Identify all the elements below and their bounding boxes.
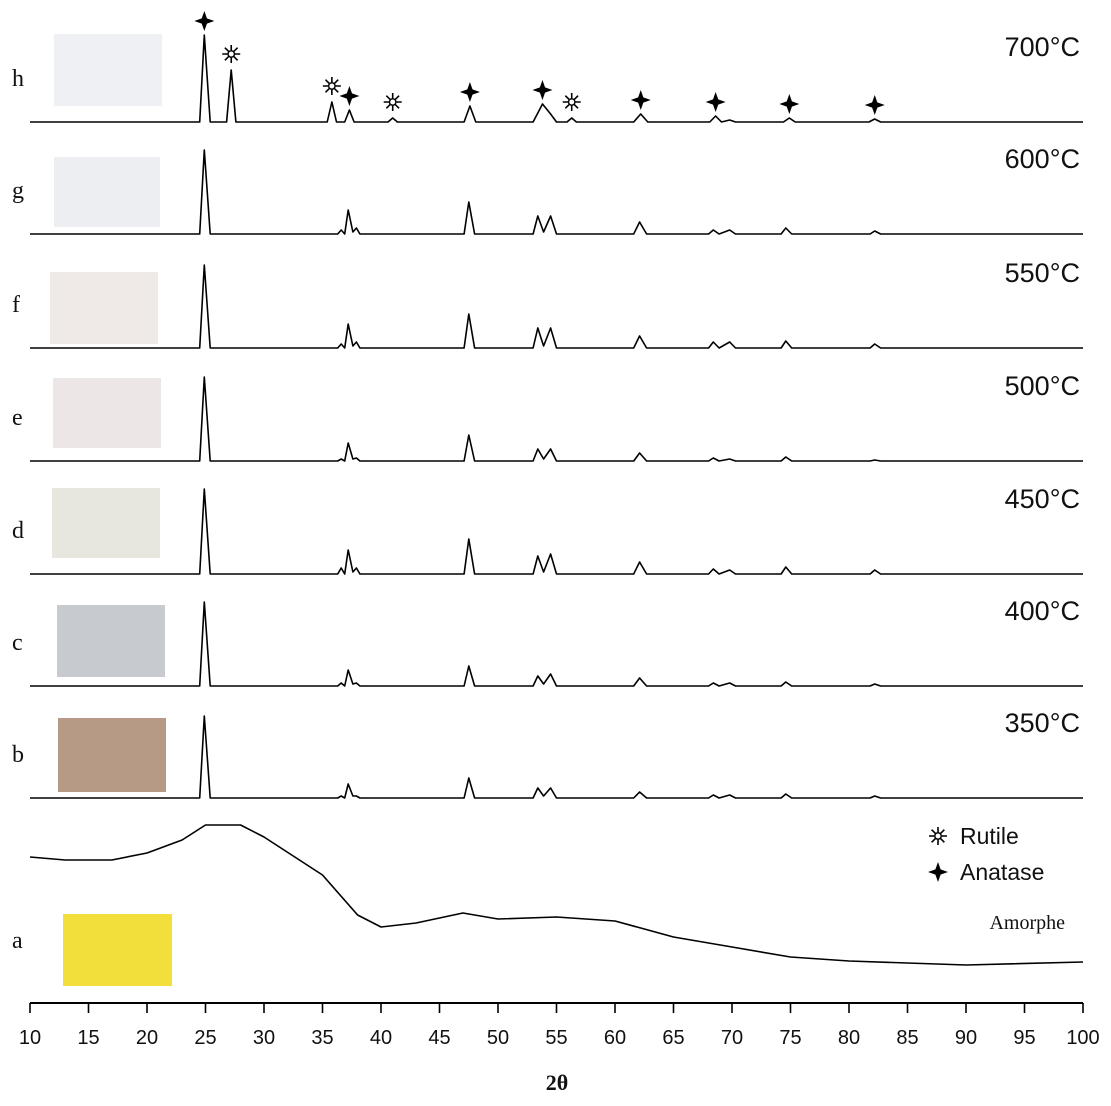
sample-photo	[57, 605, 165, 677]
x-tick-label: 85	[896, 1027, 918, 1049]
temperature-label: 400°C	[1005, 596, 1080, 626]
marker-core	[567, 98, 576, 106]
x-tick-label: 75	[779, 1027, 801, 1049]
anatase-marker	[928, 862, 948, 882]
anatase-marker	[630, 90, 651, 110]
x-tick-label: 95	[1013, 1027, 1035, 1049]
xrd-trace	[30, 264, 1083, 349]
x-tick-label: 100	[1066, 1027, 1099, 1049]
marker-core	[388, 98, 397, 106]
marker-core	[227, 50, 236, 58]
xrd-trace	[29, 824, 1084, 966]
marker-core	[327, 82, 336, 90]
sample-letter: c	[12, 630, 23, 656]
rutile-marker	[322, 77, 341, 95]
x-tick-label: 60	[604, 1027, 626, 1049]
marker-core	[934, 832, 942, 840]
xrd-trace	[30, 715, 1083, 799]
x-tick-label: 30	[253, 1027, 275, 1049]
x-tick-label: 55	[545, 1027, 567, 1049]
anatase-marker	[779, 94, 800, 114]
anatase-marker	[864, 95, 885, 115]
rutile-marker	[929, 827, 947, 845]
xrd-trace	[30, 149, 1083, 235]
anatase-marker	[532, 80, 553, 100]
temperature-label: 450°C	[1005, 484, 1080, 514]
sample-letter: f	[12, 292, 20, 318]
sample-photo	[63, 914, 172, 986]
x-tick-label: 25	[194, 1027, 216, 1049]
x-tick-label: 80	[838, 1027, 860, 1049]
temperature-label: 600°C	[1005, 144, 1080, 174]
x-tick-label: 40	[370, 1027, 392, 1049]
sample-letter: b	[12, 742, 24, 768]
rutile-marker	[383, 93, 402, 111]
x-tick-label: 65	[662, 1027, 684, 1049]
x-tick-label: 45	[428, 1027, 450, 1049]
anatase-marker	[339, 86, 360, 106]
sample-photo	[53, 378, 161, 448]
temperature-label: 350°C	[1005, 708, 1080, 738]
x-tick-label: 90	[955, 1027, 977, 1049]
temperature-label: 500°C	[1005, 371, 1080, 401]
sample-letter: d	[12, 518, 24, 544]
temperature-label: 700°C	[1005, 32, 1080, 62]
x-tick-label: 10	[19, 1027, 41, 1049]
x-tick-label: 20	[136, 1027, 158, 1049]
sample-photo	[54, 34, 162, 106]
xrd-trace	[30, 488, 1083, 575]
sample-photos	[50, 34, 172, 986]
sample-letter: h	[12, 66, 24, 92]
anatase-marker	[194, 11, 215, 31]
legend-label: Anatase	[960, 859, 1044, 885]
sample-photo	[58, 718, 166, 792]
sample-letter: g	[12, 178, 24, 204]
x-tick-label: 50	[487, 1027, 509, 1049]
sample-letter: a	[12, 928, 23, 954]
anatase-marker	[459, 82, 480, 102]
sample-photo	[50, 272, 158, 344]
x-tick-label: 35	[311, 1027, 333, 1049]
legend-label: Rutile	[960, 823, 1019, 849]
temperature-label: Amorphe	[989, 912, 1065, 934]
xrd-trace	[30, 601, 1083, 687]
sample-photo	[52, 488, 160, 558]
sample-photo	[54, 157, 160, 227]
sample-letter: e	[12, 405, 23, 431]
xrd-trace	[30, 376, 1083, 462]
x-axis-title: 2θ	[546, 1070, 568, 1095]
anatase-marker	[705, 92, 726, 112]
rutile-marker	[562, 93, 581, 111]
xrd-trace	[30, 34, 1083, 123]
x-tick-label: 15	[77, 1027, 99, 1049]
temperature-label: 550°C	[1005, 258, 1080, 288]
rutile-marker	[222, 45, 241, 63]
x-tick-label: 70	[721, 1027, 743, 1049]
